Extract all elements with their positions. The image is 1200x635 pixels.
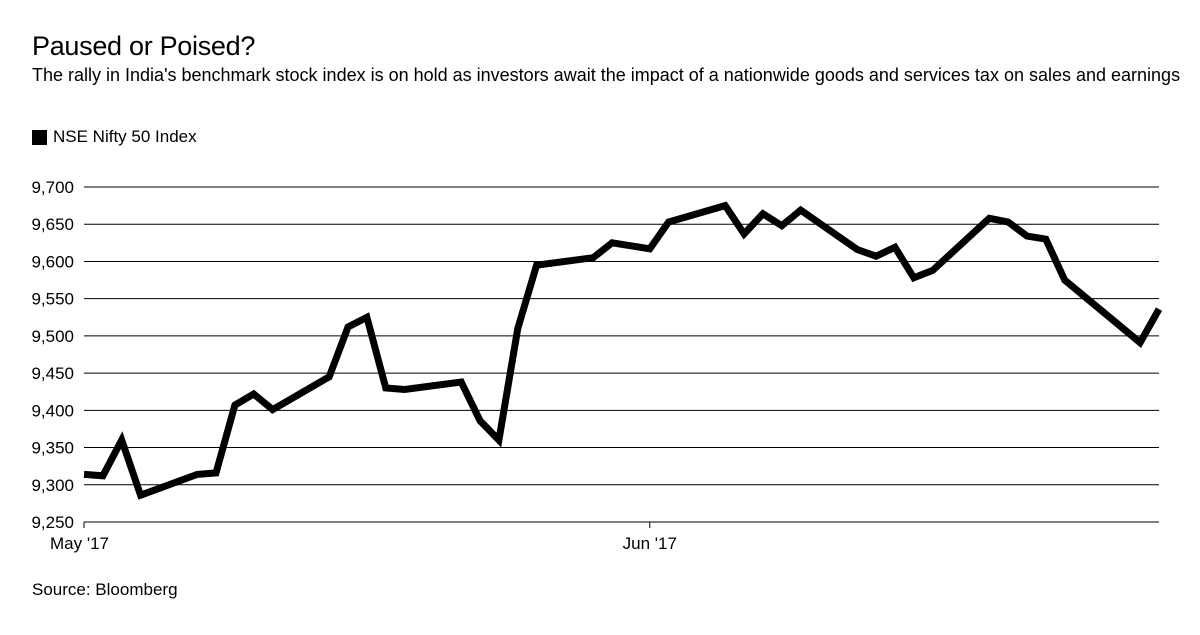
y-tick-label: 9,500 <box>31 327 74 346</box>
chart-subtitle: The rally in India's benchmark stock ind… <box>32 65 1181 85</box>
legend-swatch <box>32 129 47 145</box>
y-tick-label: 9,450 <box>31 364 74 383</box>
gridlines <box>84 186 1159 486</box>
y-tick-label: 9,350 <box>31 439 74 458</box>
legend: NSE Nifty 50 Index <box>32 127 197 147</box>
y-tick-label: 9,400 <box>31 401 74 420</box>
y-tick-label: 9,300 <box>31 476 74 495</box>
series-lines <box>83 201 1163 500</box>
legend-label: NSE Nifty 50 Index <box>53 127 197 146</box>
y-tick-label: 9,600 <box>31 252 74 271</box>
y-axis-ticks: 9,250 9,300 9,350 9,400 9,450 9,500 9,550 9,600… <box>31 178 74 532</box>
x-axis: May '17 Jun '17 <box>50 521 1159 553</box>
series-line <box>83 201 1163 500</box>
y-tick-label: 9,550 <box>31 290 74 309</box>
y-tick-label: 9,700 <box>31 178 74 197</box>
x-tick-label: Jun '17 <box>623 534 677 553</box>
chart-title: Paused or Poised? <box>32 31 256 61</box>
source-note: Source: Bloomberg <box>32 580 178 599</box>
y-tick-label: 9,250 <box>31 513 74 532</box>
x-tick-label: May '17 <box>50 534 109 553</box>
y-tick-label: 9,650 <box>31 215 74 234</box>
